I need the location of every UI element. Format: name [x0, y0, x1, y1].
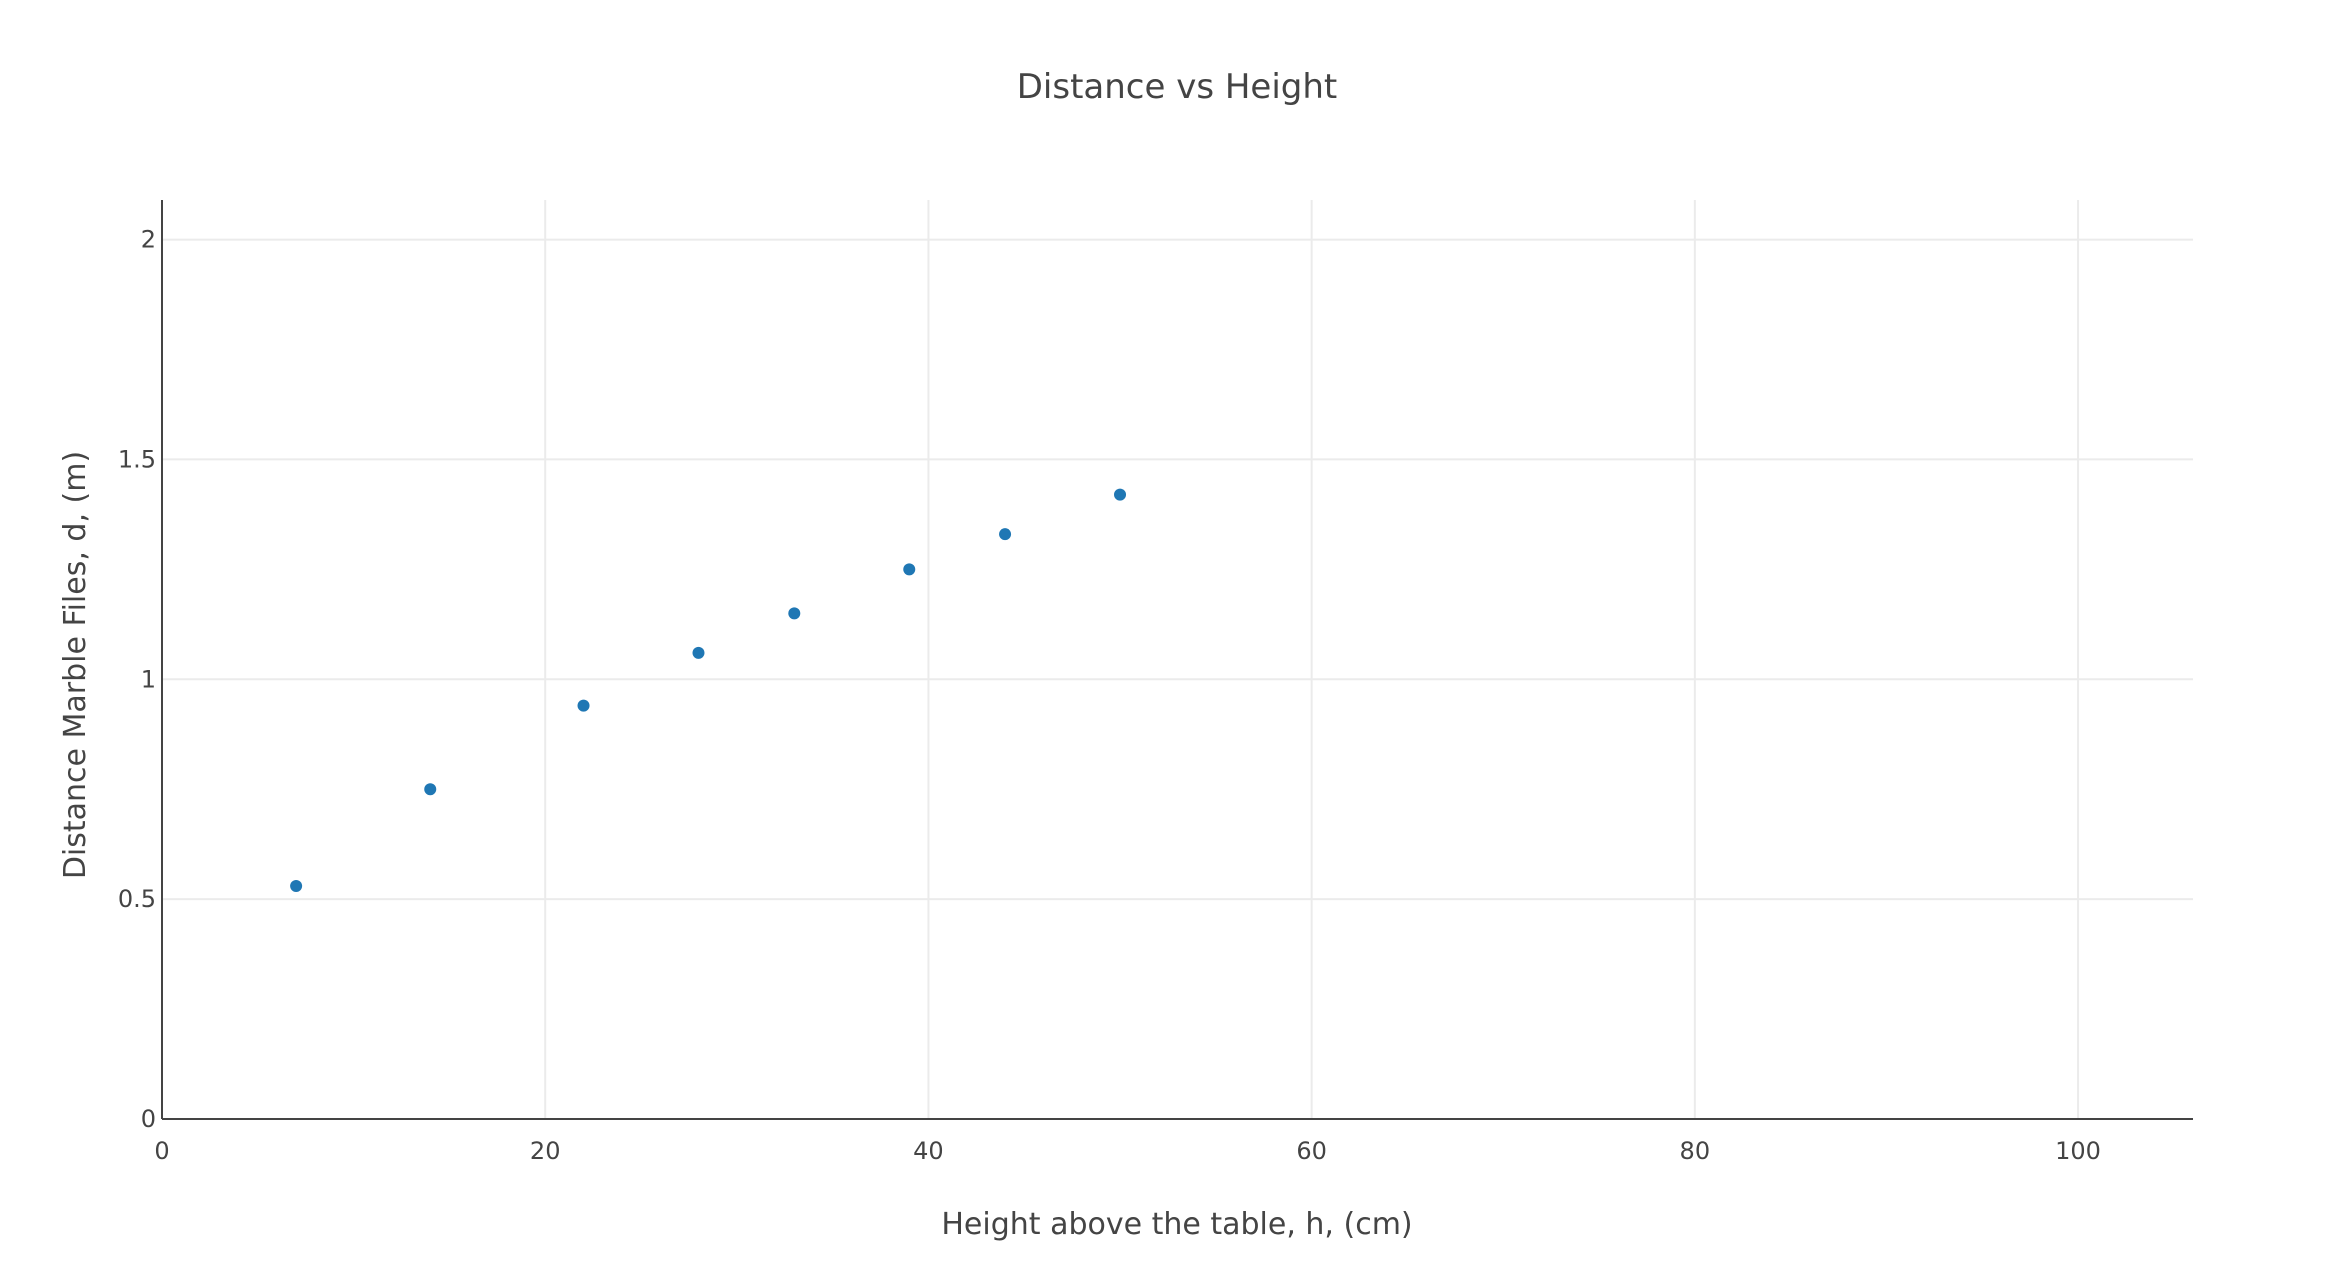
data-point	[999, 528, 1012, 541]
x-tick-labels: 0 20 40 60 80 100	[154, 1137, 2101, 1165]
data-points	[290, 488, 1127, 892]
y-gridlines	[162, 238, 2193, 901]
data-point	[692, 646, 705, 659]
x-tick-label: 0	[154, 1137, 169, 1165]
y-tick-label: 2	[141, 226, 156, 254]
data-point	[788, 607, 801, 620]
x-tick-label: 80	[1680, 1137, 1711, 1165]
data-point	[424, 783, 437, 796]
y-tick-label: 1	[141, 665, 156, 693]
x-gridlines	[544, 200, 2080, 1119]
y-tick-label: 0.5	[118, 885, 156, 913]
chart-title: Distance vs Height	[1017, 67, 1338, 107]
y-tick-label: 1.5	[118, 445, 156, 473]
y-tick-label: 0	[141, 1105, 156, 1133]
data-point	[577, 699, 590, 712]
data-point	[290, 879, 303, 892]
data-point	[903, 563, 916, 576]
x-tick-label: 60	[1296, 1137, 1327, 1165]
x-tick-label: 20	[530, 1137, 561, 1165]
data-point	[1114, 488, 1127, 501]
y-tick-labels: 0 0.5 1 1.5 2	[118, 226, 156, 1133]
x-axis-label: Height above the table, h, (cm)	[941, 1207, 1412, 1242]
x-tick-label: 100	[2055, 1137, 2101, 1165]
x-tick-label: 40	[913, 1137, 944, 1165]
y-axis-label: Distance Marble Files, d, (m)	[58, 451, 93, 879]
